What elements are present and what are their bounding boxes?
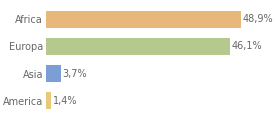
- Text: 3,7%: 3,7%: [62, 69, 87, 78]
- Text: 46,1%: 46,1%: [232, 42, 262, 51]
- Bar: [46, 38, 230, 55]
- Text: 48,9%: 48,9%: [243, 14, 274, 24]
- Bar: [46, 92, 52, 109]
- Text: 1,4%: 1,4%: [53, 96, 78, 106]
- Bar: [46, 11, 241, 28]
- Bar: [46, 65, 60, 82]
